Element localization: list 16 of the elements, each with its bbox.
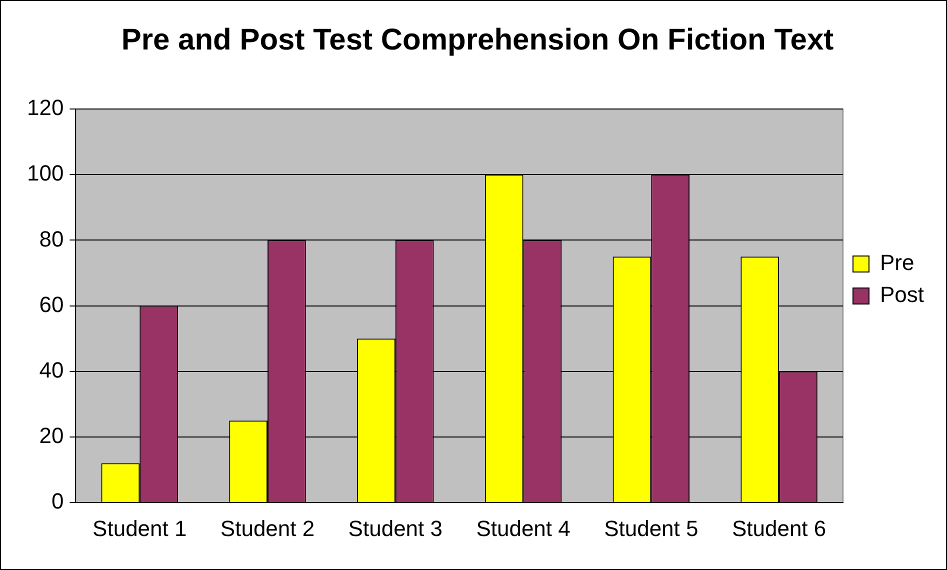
chart-title: Pre and Post Test Comprehension On Fiction Text <box>121 23 834 56</box>
y-tick-label: 20 <box>39 423 64 448</box>
y-tick-label: 40 <box>39 357 64 382</box>
x-tick-label: Student 6 <box>732 516 826 541</box>
legend-label: Post <box>880 282 924 308</box>
x-tick-label: Student 2 <box>220 516 315 541</box>
legend-label: Pre <box>880 250 914 276</box>
y-tick-label: 80 <box>39 226 64 252</box>
x-tick-label: Student 3 <box>348 516 442 541</box>
x-tick-label: Student 4 <box>476 516 570 541</box>
x-tick-label: Student 5 <box>604 516 698 541</box>
x-tick-label: Student 1 <box>92 516 187 541</box>
y-tick-label: 0 <box>51 488 64 514</box>
y-tick-label: 100 <box>26 160 64 186</box>
y-tick-label: 120 <box>26 95 64 120</box>
y-tick-label: 60 <box>39 292 64 317</box>
